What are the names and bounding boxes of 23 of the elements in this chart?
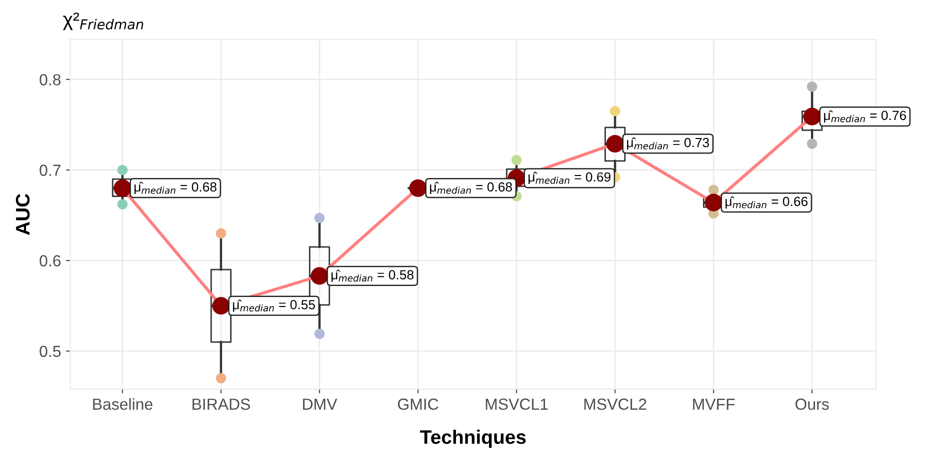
data-label: μ̂$_{median}$ = 0.76 <box>824 110 906 122</box>
data-label: μ̂$_{median}$ = 0.66 <box>726 196 808 209</box>
data-label: μ̂$_{median}$ = 0.69 <box>528 172 610 184</box>
y-axis-title: AUC <box>16 194 30 235</box>
x-tick-label: MVFF <box>693 398 735 410</box>
x-tick-label: GMIC <box>398 398 438 410</box>
y-tick-label: 0.5 <box>40 346 61 358</box>
data-label: μ̂$_{median}$ = 0.58 <box>332 270 414 282</box>
x-tick-label: BIRADS <box>192 398 250 410</box>
y-tick-label: 0.6 <box>40 255 61 266</box>
data-label: μ̂$_{median}$ = 0.68 <box>430 182 512 194</box>
data-label: μ̂$_{median}$ = 0.68 <box>134 182 216 194</box>
x-tick-label: MSVCL2 <box>584 398 646 410</box>
x-tick-label: MSVCL1 <box>486 398 548 410</box>
chart-title: χ²$_{Friedman}$ <box>62 12 144 30</box>
x-tick-label: DMV <box>303 398 338 410</box>
x-axis-title: Techniques <box>420 430 526 448</box>
data-label: μ̂$_{median}$ = 0.55 <box>232 300 315 312</box>
y-tick-label: 0.8 <box>40 74 61 86</box>
x-tick-label: Ours <box>796 398 829 410</box>
y-tick-label: 0.7 <box>40 164 60 176</box>
x-tick-label: Baseline <box>93 398 152 410</box>
data-label: μ̂$_{median}$ = 0.73 <box>627 138 709 150</box>
